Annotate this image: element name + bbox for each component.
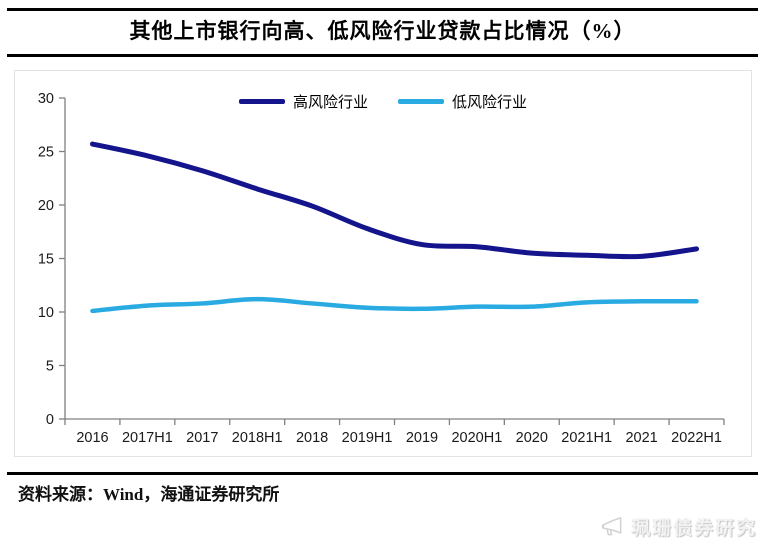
svg-text:2020H1: 2020H1 xyxy=(451,430,502,446)
svg-text:2018: 2018 xyxy=(296,430,328,446)
watermark-text: 珮珊债券研究 xyxy=(630,518,757,539)
watermark: 珮珊债券研究 xyxy=(599,513,757,540)
svg-text:2021H1: 2021H1 xyxy=(561,430,612,446)
svg-text:25: 25 xyxy=(38,145,54,161)
svg-text:2021: 2021 xyxy=(625,430,657,446)
source-note: 资料来源：Wind，海通证券研究所 xyxy=(18,485,280,504)
svg-text:30: 30 xyxy=(38,91,54,107)
svg-text:2019H1: 2019H1 xyxy=(342,430,393,446)
svg-text:5: 5 xyxy=(46,359,54,375)
svg-text:10: 10 xyxy=(38,305,54,321)
source-separator-rule xyxy=(7,472,758,475)
svg-text:2017: 2017 xyxy=(186,430,218,446)
megaphone-icon xyxy=(601,516,622,535)
title-top-rule xyxy=(7,8,758,11)
line-chart: 0 5 10 15 20 25 30 2016 2017H1 2017 2018H1 2018 2019… xyxy=(38,91,725,446)
svg-text:2018H1: 2018H1 xyxy=(232,430,283,446)
svg-text:20: 20 xyxy=(38,198,54,214)
svg-text:2022H1: 2022H1 xyxy=(671,430,722,446)
svg-text:2020: 2020 xyxy=(516,430,548,446)
svg-text:2016: 2016 xyxy=(76,430,108,446)
svg-text:2017H1: 2017H1 xyxy=(122,430,173,446)
svg-text:2019: 2019 xyxy=(406,430,438,446)
chart-title: 其他上市银行向高、低风险行业贷款占比情况（%） xyxy=(129,19,636,43)
svg-text:0: 0 xyxy=(46,412,54,428)
title-bottom-rule xyxy=(7,54,758,57)
svg-text:15: 15 xyxy=(38,252,54,268)
chart-area: 0 5 10 15 20 25 30 2016 2017H1 2017 2018H1 2018 2019… xyxy=(14,70,752,457)
